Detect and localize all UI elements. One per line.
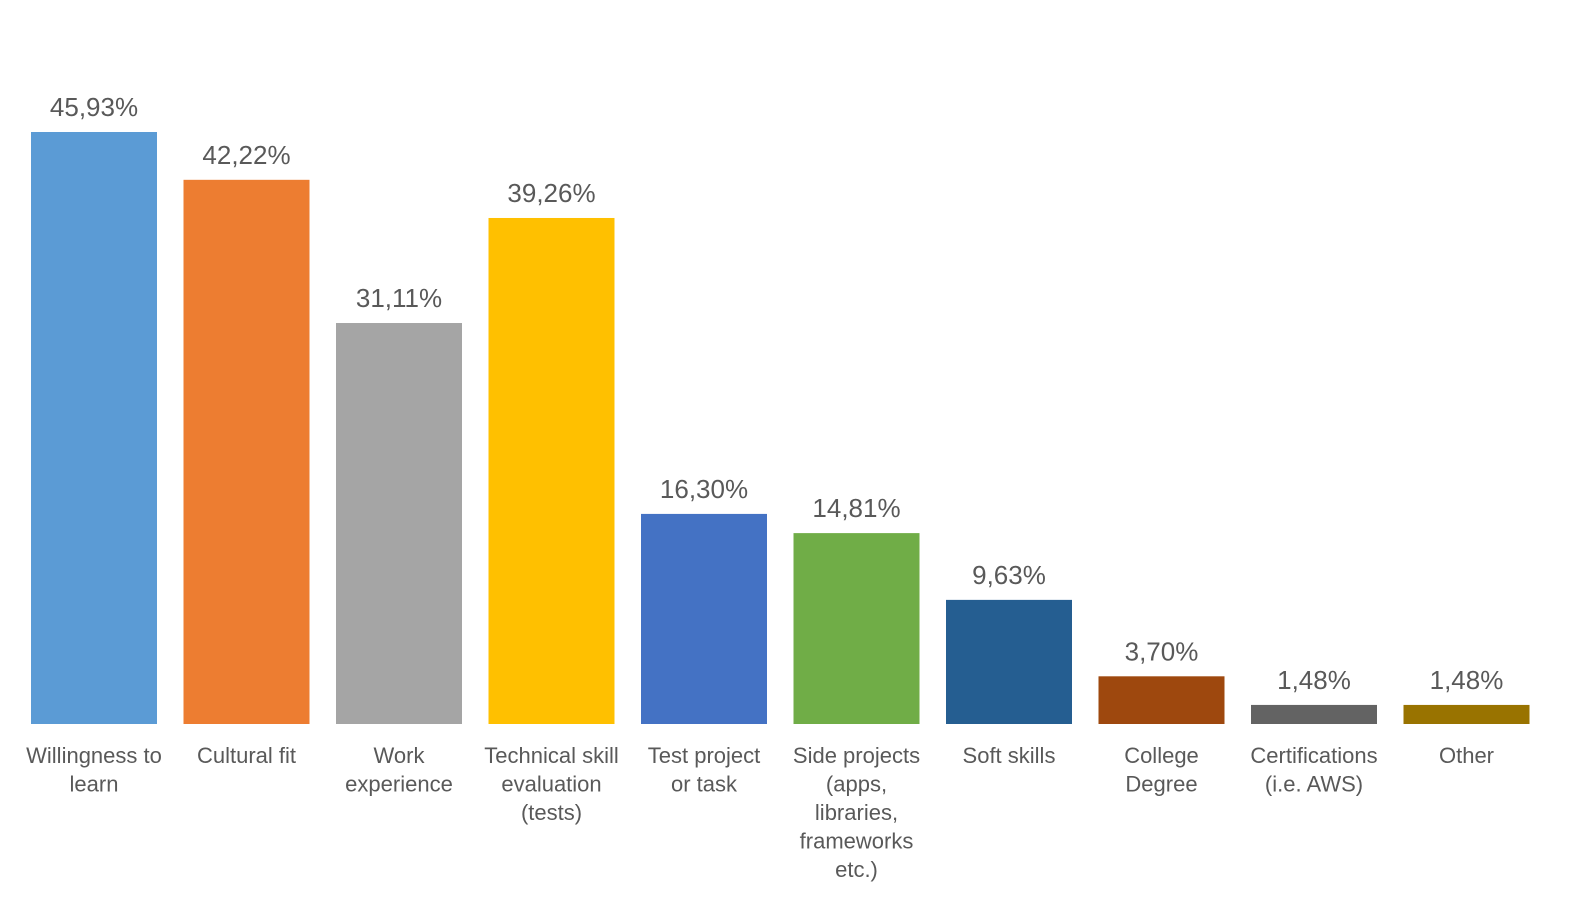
category-label: (i.e. AWS)	[1265, 772, 1363, 797]
data-label: 42,22%	[202, 140, 290, 170]
data-label: 31,11%	[356, 283, 442, 313]
category-label: Degree	[1125, 772, 1197, 797]
category-label: Cultural fit	[197, 743, 296, 768]
bar	[641, 513, 767, 724]
data-label: 39,26%	[507, 178, 595, 208]
category-label: Test project	[648, 743, 761, 768]
category-label: Other	[1439, 743, 1494, 768]
data-label: 3,70%	[1125, 636, 1199, 666]
category-label: etc.)	[835, 857, 878, 882]
data-label: 16,30%	[660, 474, 748, 504]
bar	[1251, 704, 1377, 724]
data-label: 9,63%	[972, 560, 1046, 590]
category-label: Soft skills	[963, 743, 1056, 768]
category-label: Work	[374, 743, 426, 768]
category-label: Side projects	[793, 743, 920, 768]
category-label: Certifications	[1250, 743, 1377, 768]
bar	[336, 323, 462, 724]
category-label: (tests)	[521, 800, 582, 825]
category-label: College	[1124, 743, 1199, 768]
bar	[488, 217, 615, 724]
bar	[31, 132, 157, 724]
data-label: 1,48%	[1277, 665, 1351, 695]
data-label: 1,48%	[1430, 665, 1504, 695]
bar	[793, 533, 920, 724]
category-label: frameworks	[800, 829, 914, 854]
category-label: Technical skill	[484, 743, 619, 768]
data-label: 14,81%	[812, 493, 900, 523]
bar	[1403, 704, 1530, 724]
bar	[183, 179, 310, 724]
category-label: experience	[345, 772, 453, 797]
data-label: 45,93%	[50, 92, 138, 122]
category-label: libraries,	[815, 800, 898, 825]
bar	[1098, 676, 1225, 724]
bar	[946, 599, 1072, 724]
category-label: evaluation	[501, 772, 601, 797]
category-label: (apps,	[826, 772, 887, 797]
category-label: or task	[671, 772, 738, 797]
category-label: Willingness to	[26, 743, 162, 768]
category-label: learn	[70, 772, 119, 797]
